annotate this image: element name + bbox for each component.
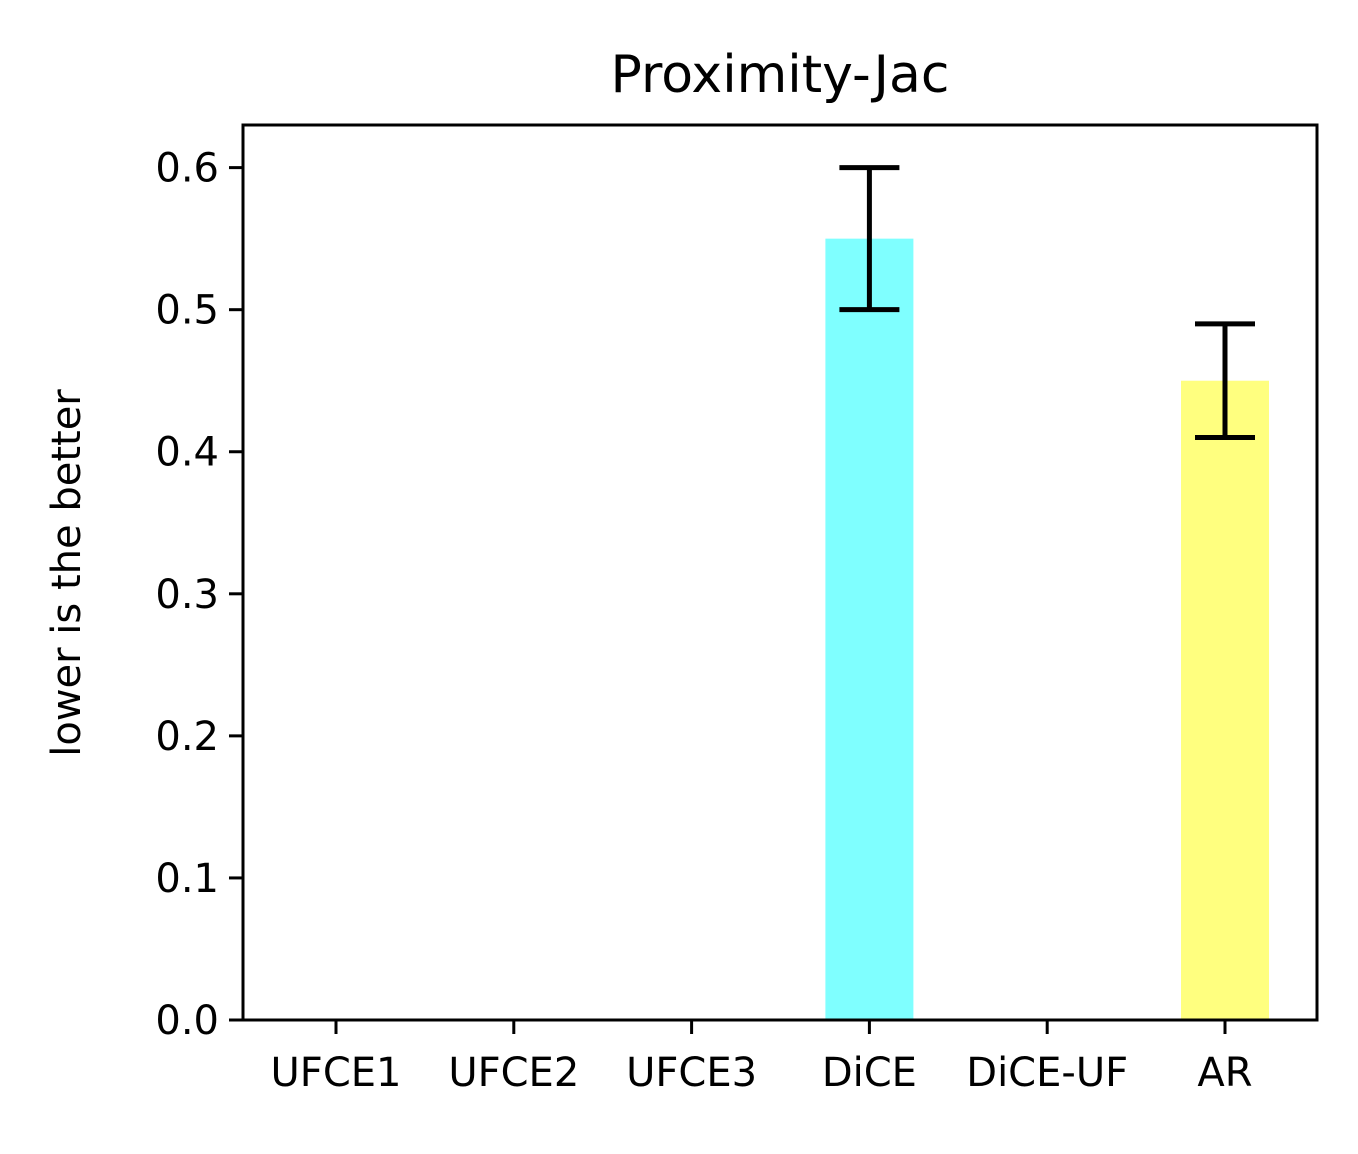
chart-title: Proximity-Jac (611, 45, 950, 105)
error-bar-ar (1195, 321, 1255, 441)
plot-frame (241, 123, 1319, 1022)
x-tick-label: DiCE (822, 1050, 917, 1096)
bar-dice (825, 238, 914, 1021)
y-axis-label: lower is the better (44, 389, 90, 757)
bars-group (825, 238, 1269, 1021)
y-tick-label: 0.0 (155, 998, 219, 1044)
x-tick-label: UFCE3 (626, 1050, 757, 1096)
x-tick-label: UFCE2 (448, 1050, 579, 1096)
y-tick-label: 0.4 (155, 430, 219, 476)
x-tick-label: AR (1197, 1050, 1252, 1096)
x-axis: UFCE1 UFCE2 UFCE3 DiCE DiCE-UF AR (271, 1020, 1253, 1096)
error-bars-group (839, 165, 1255, 441)
bar-ar (1181, 380, 1269, 1020)
y-tick-label: 0.6 (155, 146, 219, 192)
y-tick-label: 0.1 (155, 856, 219, 902)
y-tick-label: 0.5 (155, 288, 219, 334)
error-bar-dice (839, 165, 900, 313)
x-tick-label: UFCE1 (271, 1050, 402, 1096)
y-axis: 0.0 0.1 0.2 0.3 0.4 0.5 0.6 (155, 146, 243, 1044)
y-tick-label: 0.2 (155, 714, 219, 760)
y-tick-label: 0.3 (155, 572, 219, 618)
x-tick-label: DiCE-UF (966, 1050, 1128, 1096)
